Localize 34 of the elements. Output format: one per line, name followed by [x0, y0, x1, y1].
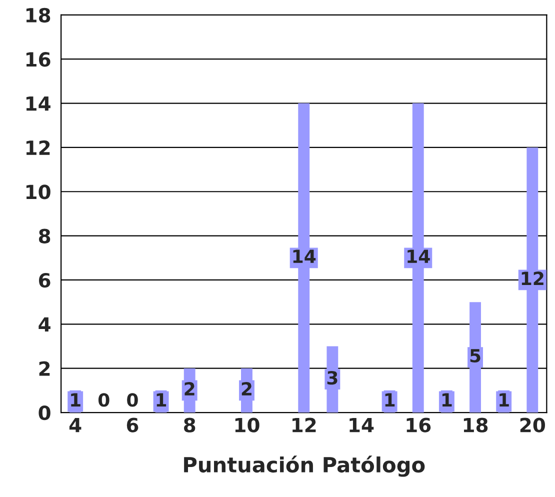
x-axis-title: Puntuación Patólogo: [184, 456, 425, 477]
y-tick-label: 4: [38, 317, 50, 332]
data-label: 1: [385, 393, 395, 406]
data-label: 1: [442, 393, 452, 406]
y-tick-label: 2: [39, 361, 50, 376]
data-label: 12: [522, 272, 544, 285]
data-label: 1: [156, 393, 166, 406]
y-tick-label: 6: [39, 272, 50, 288]
y-tick-label: 12: [26, 140, 50, 155]
data-label: 14: [408, 250, 430, 263]
data-label: 14: [293, 250, 316, 263]
y-tick-label: 8: [38, 228, 50, 244]
x-tick-label: 12: [292, 418, 316, 432]
x-tick-label: 10: [235, 418, 260, 432]
y-tick-label: 10: [26, 184, 50, 200]
x-tick-label: 8: [184, 418, 196, 432]
x-tick-label: 14: [350, 418, 374, 432]
y-tick-label: 0: [38, 405, 50, 420]
data-label: 1: [71, 393, 80, 406]
y-tick-label: 16: [26, 52, 50, 67]
data-label: 3: [327, 370, 338, 385]
x-tick-label: 20: [520, 418, 545, 432]
data-label: 2: [242, 382, 252, 396]
data-label: 0: [98, 393, 110, 407]
x-tick-label: 16: [406, 418, 431, 432]
y-tick-label: 18: [26, 8, 50, 23]
x-tick-label: 18: [464, 418, 488, 432]
x-tick-label: 6: [126, 418, 138, 432]
data-label: 5: [470, 349, 480, 363]
y-tick-label: 14: [26, 96, 50, 111]
x-tick-label: 4: [69, 418, 82, 432]
data-label: 0: [127, 393, 138, 407]
data-label: 2: [184, 382, 194, 396]
data-label: 1: [500, 393, 509, 406]
